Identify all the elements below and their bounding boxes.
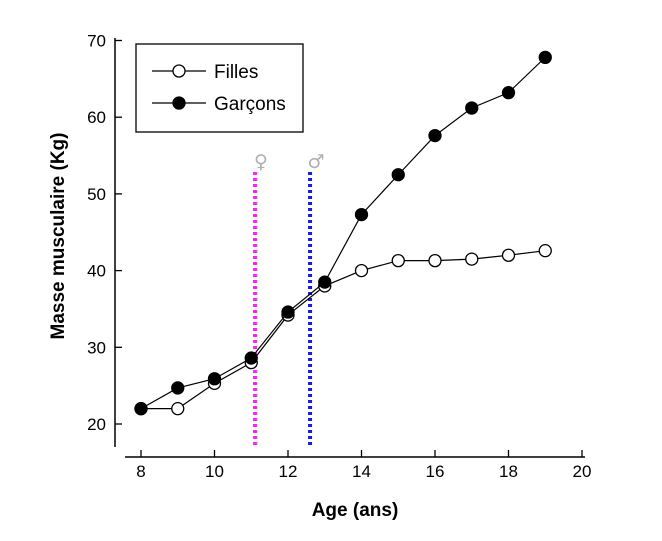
x-ticks: 8 10 12 14 16 18 20 bbox=[136, 450, 591, 481]
garcons-data-point bbox=[244, 351, 258, 365]
filles-data-point bbox=[391, 253, 405, 268]
x-tick-label: 12 bbox=[279, 462, 298, 481]
legend-marker-filles bbox=[172, 64, 186, 78]
legend-label-garcons: Garçons bbox=[214, 94, 286, 115]
filles-data-point bbox=[465, 252, 479, 266]
legend-box bbox=[135, 43, 304, 133]
male-puberty-line-symbol: ♂ bbox=[308, 151, 325, 173]
legend-label-filles: Filles bbox=[214, 62, 258, 83]
garcons-data-point bbox=[318, 275, 332, 289]
garcons-data-point bbox=[538, 50, 552, 65]
legend: Filles Garçons bbox=[135, 43, 304, 133]
filles-data-point bbox=[354, 263, 369, 278]
series-group bbox=[134, 50, 552, 416]
x-tick-label: 20 bbox=[573, 462, 592, 481]
y-tick-label: 40 bbox=[87, 262, 106, 281]
y-tick-label: 60 bbox=[87, 108, 106, 127]
female-puberty-line-symbol: ♀ bbox=[254, 151, 268, 173]
garcons-data-point bbox=[428, 128, 442, 143]
y-tick-label: 50 bbox=[87, 185, 106, 204]
filles-data-point bbox=[428, 253, 442, 268]
filles-data-point bbox=[538, 244, 552, 258]
garcons-data-point bbox=[207, 372, 222, 386]
x-tick-label: 14 bbox=[352, 462, 371, 481]
filles-data-point bbox=[501, 248, 516, 262]
y-tick-label: 30 bbox=[87, 338, 106, 357]
y-tick-label: 20 bbox=[87, 415, 106, 434]
legend-marker-garcons bbox=[172, 96, 186, 110]
garcons-data-point bbox=[281, 305, 295, 319]
garcons-data-point bbox=[465, 101, 479, 115]
garcons-data-point bbox=[171, 381, 185, 395]
garcons-data-point bbox=[501, 86, 516, 100]
x-tick-label: 16 bbox=[426, 462, 445, 481]
series-line-filles bbox=[141, 250, 546, 410]
garcons-data-point bbox=[354, 207, 369, 222]
garcons-data-point bbox=[391, 168, 405, 182]
x-tick-label: 10 bbox=[205, 462, 224, 481]
y-ticks: 20 30 40 50 60 70 bbox=[87, 32, 122, 434]
x-tick-label: 18 bbox=[499, 462, 518, 481]
reference-lines: ♀ ♂ bbox=[252, 151, 325, 446]
filles-data-point bbox=[171, 402, 185, 416]
y-axis-title: Masse musculaire (Kg) bbox=[48, 133, 69, 340]
y-tick-label: 70 bbox=[87, 32, 106, 51]
x-axis-title: Age (ans) bbox=[312, 500, 399, 521]
garcons-data-point bbox=[134, 402, 148, 416]
x-tick-label: 8 bbox=[136, 462, 145, 481]
